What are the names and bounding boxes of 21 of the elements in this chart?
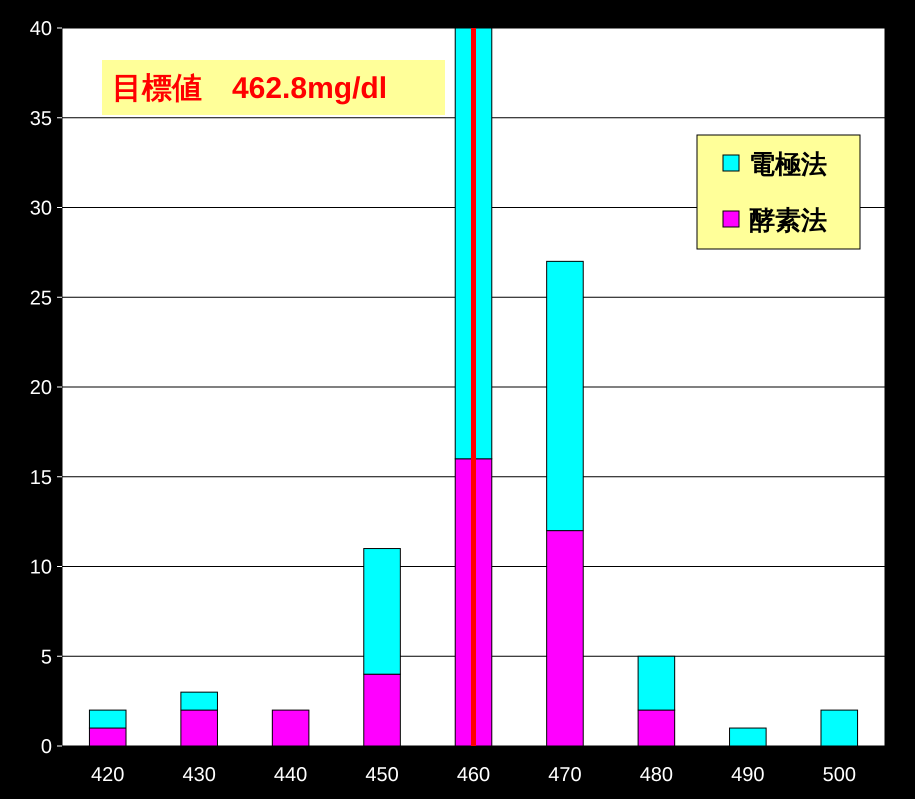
legend-label: 電極法 bbox=[749, 149, 827, 179]
x-tick-label: 430 bbox=[182, 764, 216, 786]
y-tick-label: 15 bbox=[30, 466, 52, 489]
y-tick-label: 5 bbox=[40, 646, 52, 668]
x-tick-label: 450 bbox=[365, 764, 399, 786]
y-tick-label: 10 bbox=[30, 556, 52, 578]
y-tick-label: 25 bbox=[30, 287, 52, 310]
x-tick-label: 500 bbox=[822, 764, 856, 786]
y-tick-label: 30 bbox=[30, 198, 52, 220]
y-tick-label: 0 bbox=[40, 736, 52, 758]
y-tick-label: 35 bbox=[30, 108, 52, 130]
x-tick-label: 490 bbox=[731, 764, 765, 786]
legend-label: 酵素法 bbox=[749, 205, 827, 235]
x-tick-label: 460 bbox=[456, 764, 490, 786]
x-tick-label: 470 bbox=[548, 764, 582, 786]
x-tick-label: 480 bbox=[640, 764, 674, 786]
annotation: 目標値 462.8mg/dl bbox=[112, 72, 388, 105]
y-tick-label: 20 bbox=[30, 377, 52, 399]
y-tick-label: 40 bbox=[30, 18, 52, 40]
x-tick-label: 440 bbox=[274, 764, 308, 786]
x-tick-label: 420 bbox=[91, 764, 124, 786]
